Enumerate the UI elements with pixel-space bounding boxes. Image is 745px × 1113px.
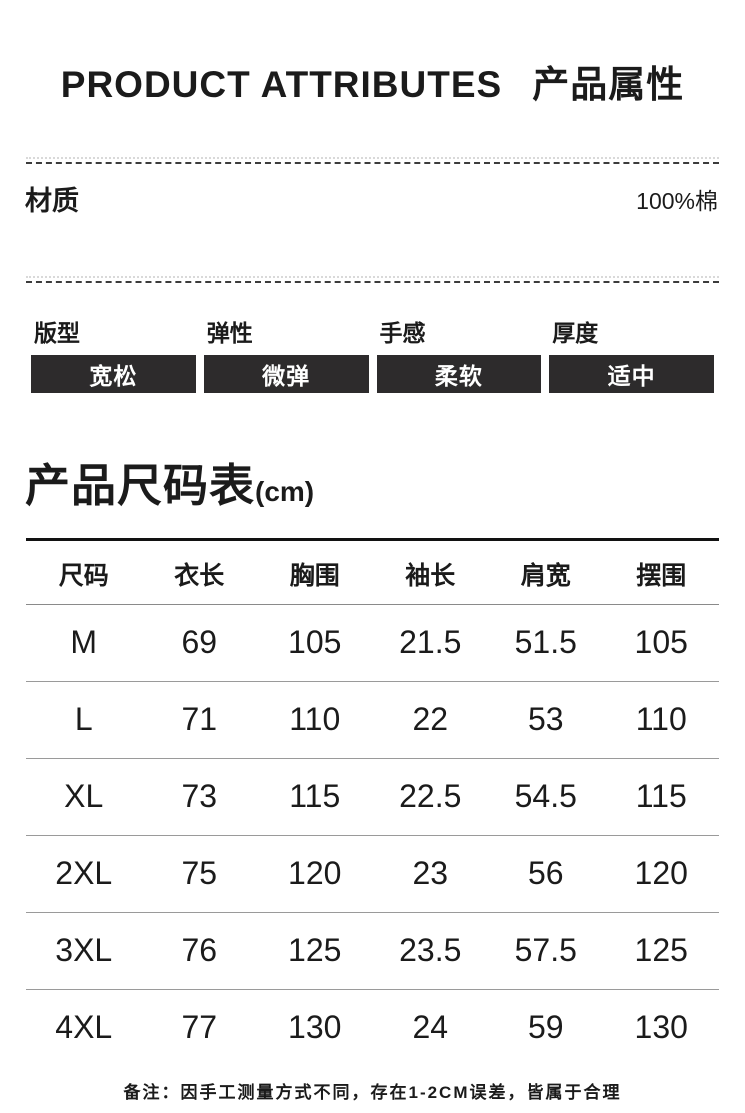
table-cell: 130 [288, 1008, 342, 1045]
table-cell: 125 [257, 912, 373, 990]
page-title-zh: 产品属性 [532, 64, 685, 105]
table-row: 4XL 77 130 24 59 130 [26, 989, 719, 1066]
size-table-header-cell: 肩宽 [488, 539, 604, 605]
attribute-feel: 手感 柔软 [376, 319, 542, 393]
material-label: 材质 [25, 186, 79, 217]
table-cell: 53 [488, 681, 604, 759]
attribute-feel-label: 手感 [379, 319, 426, 346]
table-cell: 21.5 [372, 604, 488, 682]
table-cell: 110 [257, 681, 373, 759]
table-row: 3XL 76 125 23.5 57.5 125 [26, 912, 719, 990]
table-cell: 110 [603, 681, 719, 759]
attribute-elasticity: 弹性 微弹 [203, 319, 369, 393]
attribute-thickness-label: 厚度 [552, 319, 599, 346]
attribute-fit: 版型 宽松 [31, 319, 196, 393]
material-row: 材质 100%棉 [0, 178, 745, 220]
attributes-row: 版型 宽松 弹性 微弹 手感 柔软 厚度 适中 [31, 319, 714, 393]
table-cell: 59 [527, 1008, 564, 1045]
dashed-divider-top [26, 156, 719, 164]
table-cell: 120 [257, 835, 373, 913]
table-cell: 2XL [26, 835, 142, 913]
table-cell: 115 [603, 758, 719, 836]
table-cell: 75 [141, 835, 257, 913]
table-cell: 76 [141, 912, 257, 990]
table-cell: 125 [603, 912, 719, 990]
size-table-header-row: 尺码 衣长 胸围 袖长 肩宽 摆围 [26, 539, 719, 605]
size-chart-title-text: 产品尺码表 [25, 459, 256, 511]
table-cell: 4XL [55, 1008, 113, 1045]
attribute-feel-value-badge: 柔软 [376, 354, 542, 393]
size-table-header-cell: 尺码 [26, 539, 142, 605]
size-table-body: M 69 105 21.5 51.5 105 L 71 110 22 53 110 XL 73 115 22.… [26, 604, 719, 1066]
attribute-elasticity-value-badge: 微弹 [203, 354, 369, 393]
material-value: 100%棉 [636, 187, 718, 214]
attribute-thickness: 厚度 适中 [549, 319, 714, 393]
dashed-divider-bottom [26, 275, 719, 283]
table-cell: 54.5 [488, 758, 604, 836]
table-cell: M [26, 604, 142, 682]
table-cell: 105 [257, 604, 373, 682]
table-cell: 3XL [26, 912, 142, 990]
table-cell: L [26, 681, 142, 759]
table-row: M 69 105 21.5 51.5 105 [26, 604, 719, 682]
size-table-header-cell: 袖长 [372, 539, 488, 605]
size-table-header-cell: 衣长 [141, 539, 257, 605]
size-table-head: 尺码 衣长 胸围 袖长 肩宽 摆围 [26, 539, 719, 605]
attribute-elasticity-label: 弹性 [206, 319, 253, 346]
page-title: PRODUCT ATTRIBUTES 产品属性 [0, 0, 745, 107]
table-cell: 57.5 [488, 912, 604, 990]
size-table-header-cell: 胸围 [257, 539, 373, 605]
table-cell: 69 [141, 604, 257, 682]
table-row: L 71 110 22 53 110 [26, 681, 719, 759]
table-cell: 105 [603, 604, 719, 682]
table-cell: 51.5 [488, 604, 604, 682]
table-cell: 23.5 [372, 912, 488, 990]
table-cell: 71 [141, 681, 257, 759]
page-title-en: PRODUCT ATTRIBUTES [60, 64, 503, 105]
table-cell: 77 [181, 1008, 218, 1045]
size-chart-unit: (cm) [255, 475, 315, 507]
table-cell: 23 [372, 835, 488, 913]
table-cell: 130 [634, 1008, 688, 1045]
size-table: 尺码 衣长 胸围 袖长 肩宽 摆围 M 69 105 21.5 51.5 105 L 71 110 22 53… [26, 537, 719, 1066]
table-cell: XL [26, 758, 142, 836]
attribute-thickness-value-badge: 适中 [549, 354, 714, 393]
table-cell: 22 [372, 681, 488, 759]
table-cell: 22.5 [372, 758, 488, 836]
table-row: 2XL 75 120 23 56 120 [26, 835, 719, 913]
table-cell: 120 [603, 835, 719, 913]
size-table-header-cell: 摆围 [603, 539, 719, 605]
measurement-note: 备注：因手工测量方式不同，存在1-2CM误差，皆属于合理 [123, 1082, 622, 1102]
table-cell: 73 [141, 758, 257, 836]
table-row: XL 73 115 22.5 54.5 115 [26, 758, 719, 836]
table-cell: 115 [257, 758, 373, 836]
attribute-fit-value-badge: 宽松 [31, 354, 196, 393]
table-cell: 24 [412, 1008, 449, 1045]
size-chart-title: 产品尺码表(cm) [0, 463, 745, 508]
table-cell: 56 [488, 835, 604, 913]
attribute-fit-label: 版型 [34, 319, 80, 346]
